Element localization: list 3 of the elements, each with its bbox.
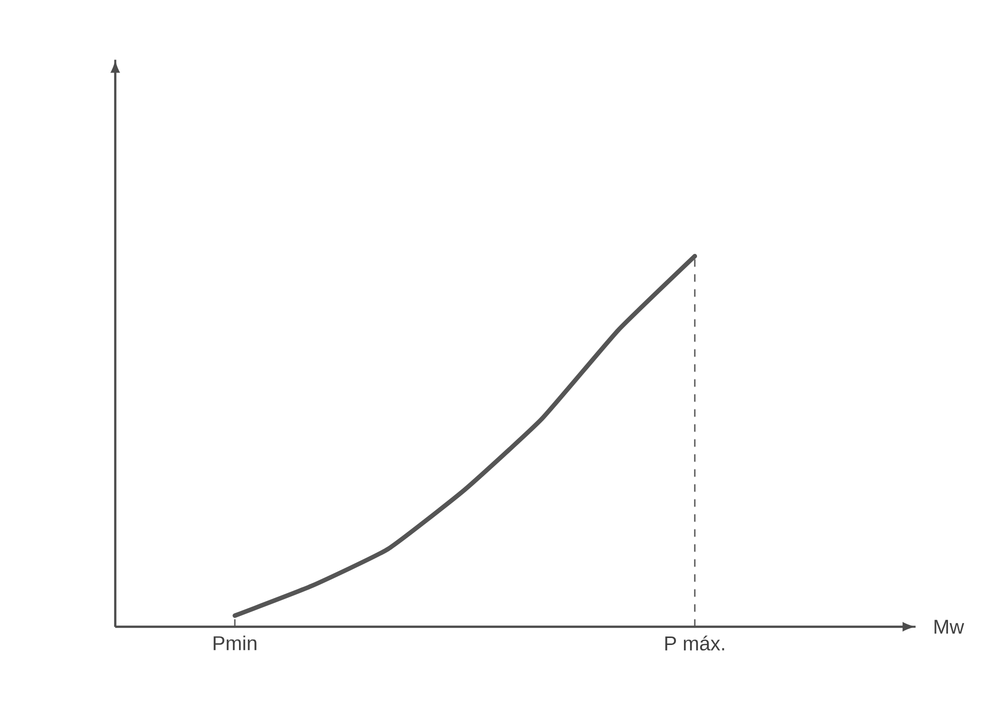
x-tick-label: Pmin xyxy=(214,636,256,650)
text: Mw xyxy=(934,620,964,634)
x-tick-label: P máx. xyxy=(665,636,724,651)
